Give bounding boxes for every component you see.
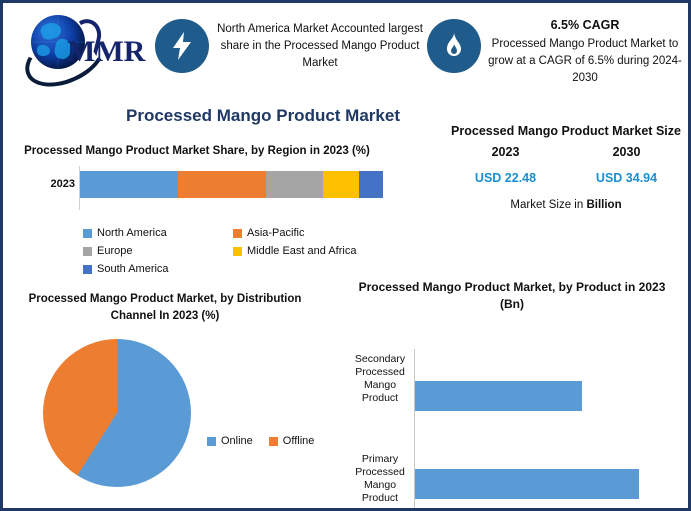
region-stacked-bar [80, 171, 383, 198]
globe-icon [16, 13, 114, 98]
market-size-panel: Processed Mango Product Market Size 2023… [445, 123, 687, 211]
legend-label: South America [97, 263, 169, 275]
legend-label: North America [97, 227, 167, 239]
region-segment-europe [265, 171, 324, 198]
product-bar-secondary [415, 381, 582, 411]
legend-label: Asia-Pacific [247, 227, 305, 239]
region-chart-axis [79, 166, 80, 210]
legend-label: Offline [282, 435, 315, 447]
product-chart-axis [414, 349, 415, 508]
region-category-label: 2023 [50, 178, 75, 190]
legend-swatch [83, 246, 92, 256]
legend-item: North America [83, 225, 233, 241]
cagr-value: 6.5% CAGR [550, 18, 620, 32]
legend-swatch [83, 264, 92, 274]
lightning-bolt-icon [155, 19, 209, 73]
market-size-unit-prefix: Market Size in [510, 199, 587, 211]
legend-item: Offline [268, 433, 315, 449]
legend-label: Middle East and Africa [247, 245, 357, 257]
product-chart-title: Processed Mango Product Market, by Produ… [358, 280, 666, 311]
distribution-channel-chart: Processed Mango Product Market, by Distr… [15, 291, 345, 495]
product-chart-plot: Secondary Processed Mango Product Primar… [347, 313, 687, 508]
region-segment-north-america [80, 171, 179, 198]
legend-label: Online [221, 435, 253, 447]
legend-swatch [268, 436, 278, 446]
market-size-title: Processed Mango Product Market Size [451, 124, 681, 138]
header-bar: MMR North America Market Accounted large… [3, 3, 688, 98]
legend-item: Asia-Pacific [233, 225, 383, 241]
market-size-year-start: 2023 [491, 145, 520, 159]
legend-item: Middle East and Africa [233, 243, 383, 259]
product-bar-primary [415, 469, 639, 499]
pie-chart-plot: Online Offline [15, 325, 345, 495]
legend-swatch [233, 246, 242, 256]
mmr-logo: MMR [15, 9, 147, 98]
header-cagr-block: 6.5% CAGR Processed Mango Product Market… [485, 17, 685, 87]
region-chart-plot: 2023 [11, 166, 401, 210]
region-segment-middle-east-and-africa [323, 171, 360, 198]
header-highlight-text: North America Market Accounted largest s… [217, 23, 423, 69]
legend-swatch [83, 228, 92, 238]
cagr-description: Processed Mango Product Market to grow a… [488, 38, 682, 84]
region-chart-legend: North America Asia-Pacific Europe Middle… [83, 225, 383, 279]
globe-landmass [37, 45, 50, 56]
pie-chart-title: Processed Mango Product Market, by Distr… [28, 293, 302, 322]
market-size-years: 2023 2030 [445, 145, 687, 159]
logo-wordmark: MMR [67, 35, 146, 68]
market-size-unit-note: Market Size in Billion [445, 199, 687, 211]
region-segment-asia-pacific [178, 171, 266, 198]
market-size-value-end: USD 34.94 [595, 171, 658, 185]
legend-item: Online [207, 433, 253, 449]
page-title: Processed Mango Product Market [126, 106, 400, 125]
market-size-values: USD 22.48 USD 34.94 [445, 171, 687, 185]
region-chart-title: Processed Mango Product Market Share, by… [24, 145, 370, 157]
region-share-chart: Processed Mango Product Market Share, by… [11, 143, 401, 210]
pie-graphic [43, 339, 191, 487]
pie-chart-legend: Online Offline [207, 433, 330, 451]
flame-icon [427, 19, 481, 73]
legend-swatch [207, 436, 216, 446]
product-category-label: Primary Processed Mango Product [355, 453, 405, 504]
product-category-label: Secondary Processed Mango Product [354, 353, 406, 404]
legend-swatch [233, 228, 242, 238]
market-size-value-start: USD 22.48 [474, 171, 537, 185]
by-product-chart: Processed Mango Product Market, by Produ… [347, 279, 687, 508]
legend-item: South America [83, 261, 233, 277]
legend-item: Europe [83, 243, 233, 259]
globe-sphere [31, 15, 85, 69]
market-size-year-end: 2030 [612, 145, 641, 159]
region-segment-south-america [359, 171, 383, 198]
legend-label: Europe [97, 245, 133, 257]
market-size-unit: Billion [586, 199, 622, 211]
